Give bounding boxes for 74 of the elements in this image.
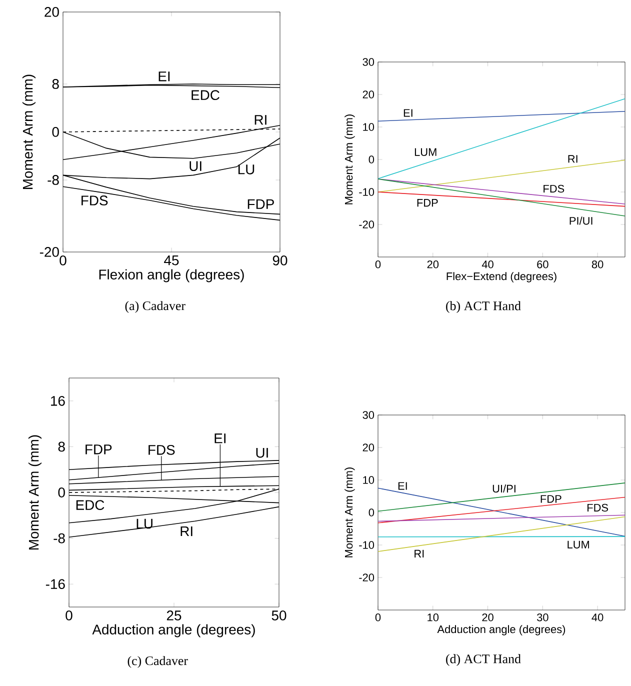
series-label: FDP: [86, 444, 112, 454]
y-tick-label: -20: [40, 247, 59, 257]
x-tick-label: 0: [375, 260, 381, 268]
x-tick-label: 0: [375, 614, 381, 622]
y-tick-label: -20: [359, 220, 374, 228]
y-tick-label: 30: [362, 58, 374, 66]
text: (c) Cadaver: [128, 656, 188, 668]
y-tick-label: 20: [362, 90, 374, 98]
x-tick-label: 90: [272, 256, 288, 266]
series-label: FDS: [588, 504, 608, 512]
text: (d) ACT Hand: [446, 654, 521, 666]
y-tick-label: -10: [359, 188, 374, 196]
series-label: EI: [404, 109, 412, 117]
y-tick-label: 8: [52, 79, 59, 89]
y-axis-title: Moment Arm (mm): [344, 114, 355, 204]
y-tick-label: 16: [51, 396, 65, 406]
x-tick-label: 40: [592, 614, 604, 622]
text: (b) ACT Hand: [446, 301, 521, 313]
y-tick-label: -10: [359, 541, 374, 549]
x-tick-label: 50: [272, 610, 286, 620]
y-tick-label: -20: [359, 574, 374, 582]
x-axis-title: Flex−Extend (degrees): [446, 272, 556, 282]
series-label: RI: [414, 550, 424, 558]
y-tick-label: 0: [368, 156, 374, 164]
y-axis-title: Moment Arm (mm): [28, 435, 42, 550]
series-label: RI: [180, 526, 192, 536]
x-tick-label: 30: [536, 614, 548, 622]
x-tick-label: 80: [592, 260, 604, 268]
y-tick-label: -8: [54, 533, 65, 544]
x-tick-label: 0: [66, 610, 72, 620]
x-tick-label: 40: [482, 260, 494, 268]
y-tick-label: 20: [362, 444, 374, 452]
x-tick-label: 45: [164, 256, 179, 266]
series-label: UI: [190, 161, 202, 172]
series-label: UI: [256, 448, 268, 458]
series-label: FDS: [82, 196, 108, 206]
y-tick-label: 0: [58, 488, 65, 498]
y-tick-label: 30: [362, 411, 374, 419]
series-label: PI/UI: [570, 216, 592, 225]
series-label: FDP: [540, 495, 562, 503]
x-tick-label: 60: [537, 260, 548, 268]
series-label: EDC: [192, 90, 220, 100]
text: EI: [214, 434, 226, 444]
x-tick-label: 10: [428, 614, 439, 622]
series-label: FDP: [248, 199, 274, 209]
y-tick-label: 0: [368, 508, 374, 516]
series-label: FDS: [544, 184, 564, 193]
series-label: EI: [398, 482, 407, 490]
y-axis-title: Moment Arm (mm): [22, 74, 36, 189]
series-label: RI: [568, 155, 578, 163]
y-tick-label: 8: [58, 442, 65, 452]
text: (a) Cadaver: [125, 301, 186, 313]
series-label: LUM: [568, 540, 589, 548]
series-label: RI: [254, 115, 266, 125]
series-label: EDC: [76, 500, 104, 510]
y-tick-label: 20: [44, 7, 59, 17]
x-tick-label: 25: [166, 610, 182, 620]
y-axis-title: Moment Arm (mm): [344, 468, 355, 558]
y-tick-label: 10: [363, 476, 374, 484]
y-tick-label: -16: [46, 579, 65, 590]
series-label: UI/PI: [492, 484, 516, 493]
series-label: FDP: [417, 199, 438, 207]
x-tick-label: 20: [427, 260, 439, 268]
series-label: LUM: [414, 148, 436, 156]
x-axis-title: Adduction angle (degrees): [437, 625, 566, 636]
y-tick-label: 10: [363, 123, 374, 131]
series-label: LU: [238, 164, 254, 174]
y-tick-label: -8: [48, 175, 59, 185]
x-axis-title: Flexion angle (degrees): [99, 269, 244, 282]
y-tick-label: 0: [52, 127, 59, 137]
series-label: FDS: [148, 444, 175, 455]
series-label: EI: [158, 72, 170, 82]
x-axis-title: Adduction angle (degrees): [92, 624, 255, 638]
x-tick-label: 20: [482, 614, 494, 622]
